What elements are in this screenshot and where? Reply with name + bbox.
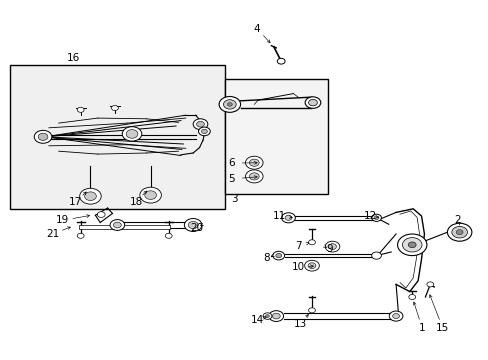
Bar: [224, 79, 327, 194]
Circle shape: [308, 308, 315, 313]
Circle shape: [277, 58, 285, 64]
Text: 1: 1: [418, 323, 425, 333]
Text: 21: 21: [46, 229, 60, 239]
Circle shape: [249, 173, 259, 180]
Circle shape: [126, 130, 138, 138]
Circle shape: [227, 103, 232, 106]
Text: 19: 19: [56, 215, 69, 225]
Circle shape: [268, 311, 283, 321]
Circle shape: [275, 253, 281, 258]
Text: 2: 2: [453, 215, 460, 225]
Circle shape: [122, 127, 142, 141]
Circle shape: [328, 244, 336, 249]
Text: 11: 11: [272, 211, 286, 221]
Text: 3: 3: [231, 194, 238, 204]
Text: 15: 15: [435, 323, 448, 333]
Circle shape: [272, 313, 280, 319]
Text: 18: 18: [129, 197, 142, 207]
Text: 10: 10: [291, 262, 304, 272]
Circle shape: [304, 260, 319, 271]
Text: 9: 9: [325, 244, 332, 254]
Circle shape: [402, 238, 421, 252]
Circle shape: [392, 314, 399, 319]
Circle shape: [77, 107, 84, 112]
Circle shape: [193, 119, 207, 130]
Circle shape: [140, 187, 161, 203]
Text: 12: 12: [363, 211, 377, 221]
Circle shape: [198, 127, 210, 136]
Circle shape: [38, 133, 48, 140]
Circle shape: [219, 96, 240, 112]
Text: 7: 7: [294, 240, 301, 251]
Circle shape: [184, 219, 202, 231]
Circle shape: [245, 156, 263, 169]
Circle shape: [110, 220, 124, 230]
Circle shape: [281, 213, 295, 223]
Circle shape: [223, 100, 236, 109]
Circle shape: [371, 252, 381, 259]
Circle shape: [455, 230, 462, 235]
Bar: [10, 65, 224, 209]
Circle shape: [307, 263, 315, 269]
Circle shape: [371, 214, 381, 221]
Circle shape: [426, 282, 433, 287]
Circle shape: [144, 191, 156, 199]
Text: 5: 5: [228, 174, 235, 184]
Circle shape: [188, 221, 198, 229]
Circle shape: [308, 99, 317, 106]
Circle shape: [113, 222, 121, 228]
Circle shape: [77, 233, 84, 238]
Circle shape: [245, 170, 263, 183]
Circle shape: [265, 315, 269, 318]
Circle shape: [263, 313, 271, 319]
Circle shape: [196, 121, 204, 127]
Circle shape: [201, 129, 207, 134]
Text: 8: 8: [263, 253, 270, 263]
Circle shape: [285, 215, 291, 220]
Bar: [79, 225, 170, 229]
Text: 6: 6: [228, 158, 235, 168]
Circle shape: [407, 242, 415, 248]
Text: 14: 14: [250, 315, 264, 325]
Circle shape: [272, 251, 284, 260]
Circle shape: [97, 212, 105, 217]
Circle shape: [305, 97, 320, 108]
Circle shape: [408, 294, 415, 300]
Circle shape: [373, 216, 378, 220]
Text: 20: 20: [190, 222, 203, 233]
Circle shape: [80, 188, 101, 204]
Circle shape: [111, 105, 118, 111]
Circle shape: [34, 130, 52, 143]
Text: 4: 4: [253, 24, 260, 34]
Circle shape: [451, 226, 467, 238]
Circle shape: [325, 241, 339, 252]
Text: 16: 16: [66, 53, 80, 63]
Circle shape: [397, 234, 426, 256]
Circle shape: [84, 192, 96, 201]
Text: 13: 13: [293, 319, 306, 329]
Circle shape: [447, 223, 471, 241]
Text: 17: 17: [69, 197, 82, 207]
Circle shape: [388, 311, 402, 321]
Circle shape: [165, 233, 172, 238]
Circle shape: [308, 240, 315, 245]
Circle shape: [249, 159, 259, 166]
